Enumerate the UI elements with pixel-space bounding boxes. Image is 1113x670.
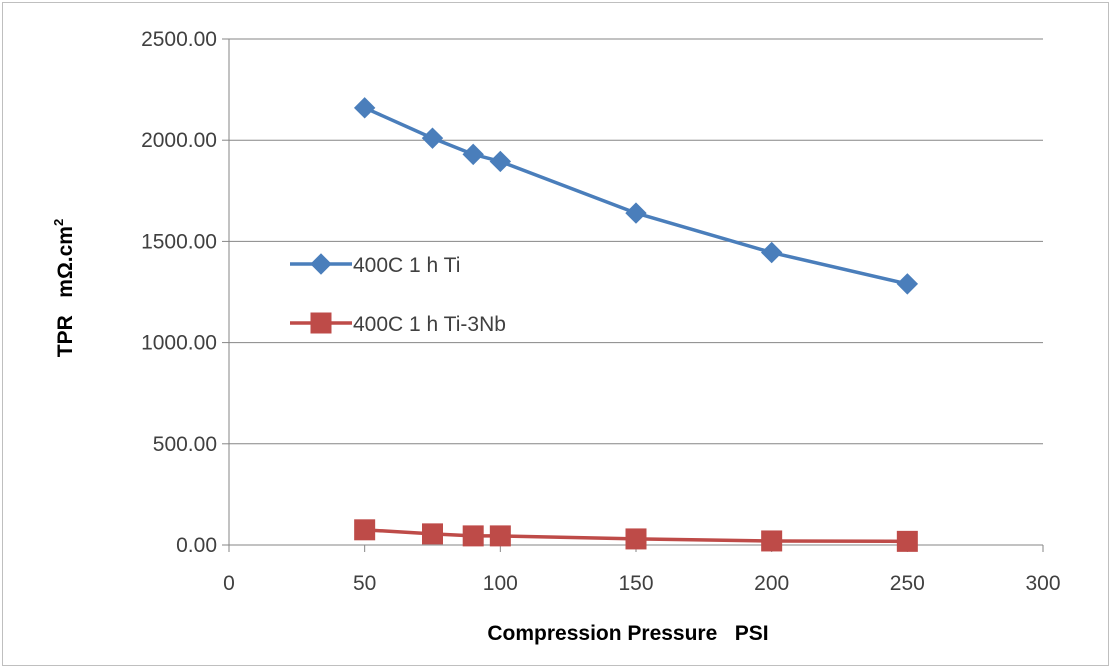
y-tick-label: 2500.00 (141, 28, 217, 51)
data-point (761, 530, 783, 552)
data-point (354, 519, 376, 541)
series-1 (353, 97, 919, 295)
data-point (760, 241, 783, 264)
series-2 (354, 519, 918, 552)
x-axis-title: Compression Pressure PSI (487, 622, 768, 645)
data-point (353, 97, 376, 119)
y-tick-label: 2000.00 (141, 129, 217, 152)
legend-item-1: 400C 1 h Ti (290, 253, 460, 277)
y-axis-title-main: TPR mΩ.cm (54, 226, 77, 357)
data-point (489, 525, 511, 547)
y-tick-label: 1000.00 (141, 332, 217, 355)
x-tick-label: 300 (1025, 572, 1060, 595)
y-axis-title-superscript: 2 (51, 219, 66, 226)
y-tick-label: 0.00 (176, 534, 217, 557)
axes (222, 38, 1044, 552)
legend-item-2: 400C 1 h Ti-3Nb (290, 312, 506, 336)
y-tick-labels: 0.00 500.00 1000.00 1500.00 2000.00 2500.00 (141, 28, 217, 557)
data-point (896, 273, 919, 295)
y-axis-title: TPR mΩ.cm2 (51, 219, 77, 357)
y-tick-label: 500.00 (153, 433, 217, 456)
x-tick-label: 50 (353, 572, 376, 595)
data-point (489, 150, 512, 173)
data-point (625, 202, 647, 224)
data-point (462, 525, 484, 547)
data-point (896, 530, 918, 552)
x-tick-label: 150 (618, 572, 653, 595)
x-tick-labels: 0 50 100 150 200 250 300 (223, 572, 1060, 595)
data-point (422, 523, 443, 545)
series-layer (353, 97, 919, 552)
x-tick-label: 250 (890, 572, 925, 595)
gridlines (229, 38, 1043, 445)
x-tick-label: 200 (754, 572, 789, 595)
legend: 400C 1 h Ti 400C 1 h Ti-3Nb (290, 253, 506, 336)
x-tick-label: 100 (483, 572, 518, 595)
y-tick-label: 1500.00 (141, 230, 217, 253)
data-point (625, 528, 647, 550)
legend-marker (310, 312, 332, 334)
data-point (421, 127, 444, 149)
legend-label: 400C 1 h Ti (353, 254, 460, 277)
legend-label: 400C 1 h Ti-3Nb (353, 313, 506, 336)
x-tick-label: 0 (223, 572, 235, 595)
legend-marker (310, 253, 332, 275)
data-point (462, 143, 484, 166)
